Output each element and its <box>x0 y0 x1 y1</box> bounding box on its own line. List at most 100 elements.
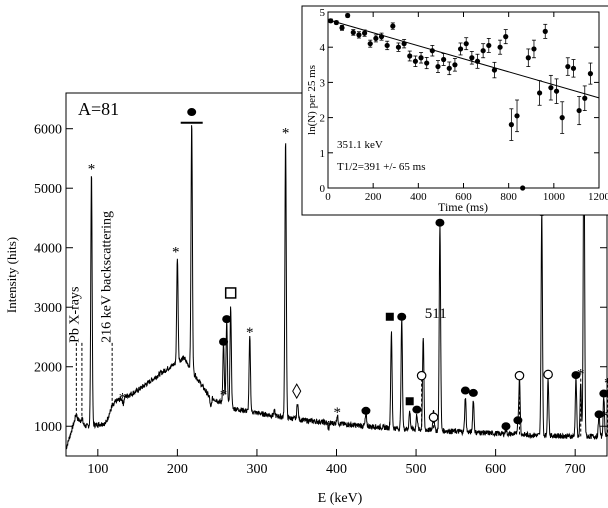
asterisk-marker: * <box>600 408 608 424</box>
inset-data-point <box>418 55 424 61</box>
filled-circle-marker <box>187 108 197 117</box>
main-x-tick-label: 300 <box>246 462 267 477</box>
inset-background <box>301 5 608 216</box>
inset-data-point <box>429 48 435 54</box>
filled-circle-marker <box>468 388 478 397</box>
inset-data-point <box>378 34 385 40</box>
inset-data-point <box>542 28 548 34</box>
annotation-backscattering: 216 keV backscattering <box>100 211 115 343</box>
inset-x-axis-label: Time (ms) <box>438 200 488 214</box>
inset-x-tick-label: 1000 <box>543 191 566 203</box>
filled-circle-marker <box>571 371 581 380</box>
inset-data-point <box>333 19 339 26</box>
inset-data-point <box>446 65 452 71</box>
main-y-tick-label: 3000 <box>34 301 62 316</box>
filled-circle-marker <box>501 422 511 431</box>
diamond-marker <box>292 383 302 400</box>
asterisk-marker: * <box>246 325 254 341</box>
asterisk-marker: * <box>604 376 608 392</box>
inset-data-point <box>339 25 345 31</box>
inset-data-point <box>537 90 543 96</box>
inset-data-point <box>424 60 430 66</box>
asterisk-marker: * <box>172 245 180 261</box>
inset-data-point <box>469 55 475 61</box>
inset-x-tick-label: 200 <box>365 191 382 203</box>
asterisk-marker: * <box>119 390 127 406</box>
inset-data-point <box>570 65 577 71</box>
inset-halflife-label: T1/2=391 +/- 65 ms <box>337 161 426 173</box>
main-y-tick-label: 2000 <box>34 361 62 376</box>
inset-data-point <box>559 115 565 121</box>
inset-data-point <box>457 46 464 52</box>
main-x-tick-label: 100 <box>87 462 108 477</box>
inset-data-point <box>435 63 441 70</box>
inset-data-point <box>565 63 571 70</box>
inset-data-point <box>486 42 492 49</box>
inset-data-point <box>328 18 334 24</box>
inset-y-tick-label: 2 <box>320 113 326 125</box>
main-y-tick-label: 4000 <box>34 242 62 257</box>
main-x-tick-label: 400 <box>326 462 347 477</box>
open-square-marker <box>224 287 237 299</box>
inset-data-point <box>395 44 402 50</box>
inset-y-tick-label: 1 <box>320 148 326 160</box>
filled-circle-marker <box>412 405 422 414</box>
asterisk-marker: * <box>282 126 290 142</box>
inset-data-point <box>441 56 447 63</box>
inset-data-point <box>582 95 588 101</box>
inset-data-point <box>350 29 356 36</box>
inset-x-tick-label: 600 <box>455 191 472 203</box>
inset-data-point <box>356 32 362 38</box>
filled-circle-marker <box>594 410 604 419</box>
inset-y-tick-label: 5 <box>320 7 326 19</box>
inset-data-point <box>390 23 396 29</box>
asterisk-marker: * <box>220 388 228 404</box>
inset-x-tick-label: 400 <box>410 191 427 203</box>
filled-circle-marker <box>397 312 407 321</box>
inset-data-point <box>520 185 526 191</box>
inset-data-point <box>474 58 481 64</box>
filled-circle-marker <box>361 406 371 415</box>
spectrum-line <box>65 121 608 450</box>
inset-y-axis-label: ln(N) per 25 ms <box>306 65 318 135</box>
inset-energy-label: 351.1 keV <box>337 139 383 151</box>
filled-circle-marker <box>513 416 523 425</box>
open-circle-marker <box>514 370 525 381</box>
open-circle-marker <box>428 412 439 423</box>
inset-data-point <box>525 55 531 61</box>
inset-x-axis: 0 200 400 600 800 1000 1200 <box>325 12 608 203</box>
main-y-tick-label: 1000 <box>34 420 62 435</box>
inset-data-point <box>503 34 509 40</box>
inset-data-point <box>514 113 520 119</box>
inset-data-point <box>480 48 486 54</box>
inset-data-point <box>576 107 582 114</box>
inset-data-point <box>401 41 407 47</box>
filled-circle-marker <box>435 218 445 227</box>
inset-data-point <box>345 12 351 19</box>
inset-fit-line <box>327 19 600 99</box>
inset-data-point <box>508 122 514 128</box>
inset-data-point <box>548 85 554 91</box>
main-y-tick-label: 6000 <box>34 123 62 138</box>
inset-data-point <box>531 46 537 52</box>
main-x-tick-label: 200 <box>167 462 188 477</box>
inset-data-point <box>412 58 418 64</box>
inset-data-point <box>407 53 413 59</box>
inset-x-tick-label: 1200 <box>588 191 608 203</box>
asterisk-marker: * <box>88 161 96 177</box>
panel-label: A=81 <box>78 99 119 119</box>
main-x-tick-label: 500 <box>406 462 427 477</box>
inset-data-point <box>491 67 498 73</box>
inset-y-axis: 0 1 2 3 4 5 <box>320 7 599 195</box>
filled-circle-marker <box>219 337 229 346</box>
filled-circle-marker <box>460 386 470 395</box>
annotation-511: 511 <box>425 306 447 322</box>
inset-data-point <box>463 41 469 47</box>
inset-data-point <box>384 42 390 49</box>
asterisk-marker: * <box>325 418 333 434</box>
filled-square-marker <box>385 312 394 321</box>
inset-data-points <box>328 12 594 191</box>
inset-data-point <box>553 88 560 94</box>
